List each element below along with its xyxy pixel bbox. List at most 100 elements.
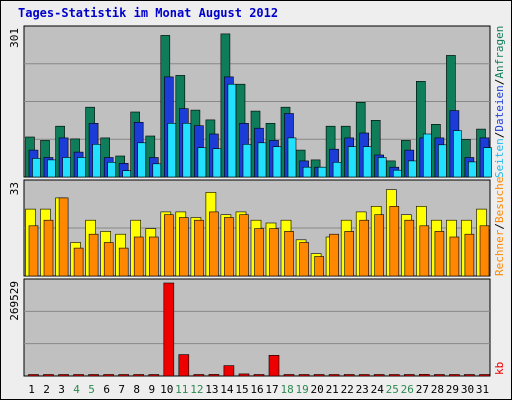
bar-kbytes	[388, 374, 400, 377]
bar-pages	[302, 166, 312, 178]
bar-kbytes	[343, 374, 355, 377]
bar-pages	[257, 142, 267, 178]
legend-sites: Rechner	[493, 229, 506, 276]
bar-pages	[182, 123, 192, 178]
x-tick-label: 30	[461, 383, 474, 396]
legend-hits: Anfragen	[493, 26, 506, 79]
bar-sites	[329, 233, 339, 277]
bar-pages	[92, 144, 101, 178]
x-tick-label: 25	[386, 383, 399, 396]
bar-sites	[314, 256, 324, 277]
bar-sites	[434, 231, 445, 277]
bar-sites	[149, 236, 159, 277]
bar-kbytes	[328, 374, 340, 377]
bar-kbytes	[464, 374, 475, 377]
x-tick-label: 8	[133, 383, 140, 396]
bar-kbytes	[283, 374, 295, 377]
x-tick-label: 21	[326, 383, 339, 396]
panel-hits-files-pages: 301	[8, 25, 492, 178]
bar-pages	[483, 147, 492, 178]
x-tick-label: 15	[235, 383, 248, 396]
bar-kbytes	[118, 374, 129, 377]
x-tick-label: 19	[295, 383, 308, 396]
bar-pages	[407, 160, 417, 178]
bar-pages	[152, 163, 162, 178]
bar-kbytes	[73, 374, 84, 377]
bar-sites	[209, 211, 219, 277]
bar-sites	[88, 233, 99, 277]
panel-kbytes: 269529	[8, 278, 491, 377]
bar-kbytes	[298, 374, 310, 377]
bar-sites	[359, 219, 370, 277]
bar-sites	[299, 242, 309, 277]
bar-kbytes	[223, 365, 235, 377]
bar-pages	[197, 147, 207, 178]
x-tick-label: 24	[371, 383, 385, 396]
bar-sites	[133, 236, 144, 277]
bar-kbytes	[313, 374, 325, 377]
legend-sep-3: /	[493, 223, 506, 230]
panel-max-label: 33	[8, 182, 21, 195]
bar-pages	[107, 162, 116, 178]
legend-sep-2: /	[493, 79, 506, 86]
bar-kbytes	[28, 374, 39, 377]
bar-kbytes	[88, 374, 99, 377]
legend-middle-panel: Rechner/Besuche	[493, 177, 506, 276]
x-tick-label: 10	[160, 383, 173, 396]
bar-sites	[118, 247, 129, 277]
bar-pages	[77, 157, 86, 178]
bar-kbytes	[133, 374, 144, 377]
bar-pages	[122, 170, 131, 178]
bar-pages	[32, 158, 41, 178]
bar-kbytes	[238, 373, 250, 377]
legend-visits: Besuche	[493, 177, 506, 223]
bar-sites	[479, 225, 490, 277]
x-tick-label: 14	[220, 383, 234, 396]
bar-sites	[419, 225, 430, 277]
bar-kbytes	[358, 374, 370, 377]
bar-sites	[464, 233, 475, 277]
x-tick-label: 18	[280, 383, 293, 396]
x-tick-label: 27	[416, 383, 429, 396]
bar-kbytes	[479, 374, 490, 377]
x-tick-label: 16	[250, 383, 263, 396]
x-axis-labels: 1 2 3 4 5 6 7 8 9 10 11 12 13 14 15 16 17 18 19 20 21 22 23 24 2…	[28, 383, 489, 396]
bar-sites	[58, 197, 69, 277]
x-tick-label: 11	[175, 383, 188, 396]
legend-sep-1: /	[493, 132, 506, 139]
series-sites	[28, 197, 490, 277]
bar-pages	[212, 148, 222, 178]
x-tick-label: 28	[431, 383, 444, 396]
bar-sites	[28, 225, 39, 277]
bar-kbytes	[208, 374, 220, 377]
x-tick-label: 13	[205, 383, 218, 396]
bar-pages	[438, 144, 447, 178]
bar-pages	[347, 146, 357, 178]
x-tick-label: 12	[190, 383, 203, 396]
x-tick-label: 17	[265, 383, 278, 396]
bar-sites	[224, 217, 234, 277]
bar-sites	[103, 242, 114, 277]
bar-kbytes	[449, 374, 460, 377]
bar-sites	[449, 236, 460, 277]
bar-pages	[332, 162, 342, 178]
bar-kbytes	[373, 374, 385, 377]
x-tick-label: 5	[88, 383, 95, 396]
panel-visits-sites: 33	[8, 179, 491, 277]
bar-sites	[73, 247, 84, 277]
bar-pages	[377, 157, 387, 178]
bar-kbytes	[434, 374, 445, 377]
x-tick-label: 29	[446, 383, 459, 396]
series-pages	[32, 83, 492, 178]
bar-pages	[422, 133, 432, 178]
panel-background	[23, 278, 491, 377]
panel-max-label: 269529	[8, 281, 21, 321]
x-tick-label: 4	[73, 383, 80, 396]
x-tick-label: 6	[103, 383, 110, 396]
bar-pages	[47, 159, 56, 178]
bar-pages	[137, 142, 146, 178]
bar-kbytes	[103, 374, 114, 377]
bar-sites	[389, 206, 400, 277]
bar-sites	[404, 219, 415, 277]
